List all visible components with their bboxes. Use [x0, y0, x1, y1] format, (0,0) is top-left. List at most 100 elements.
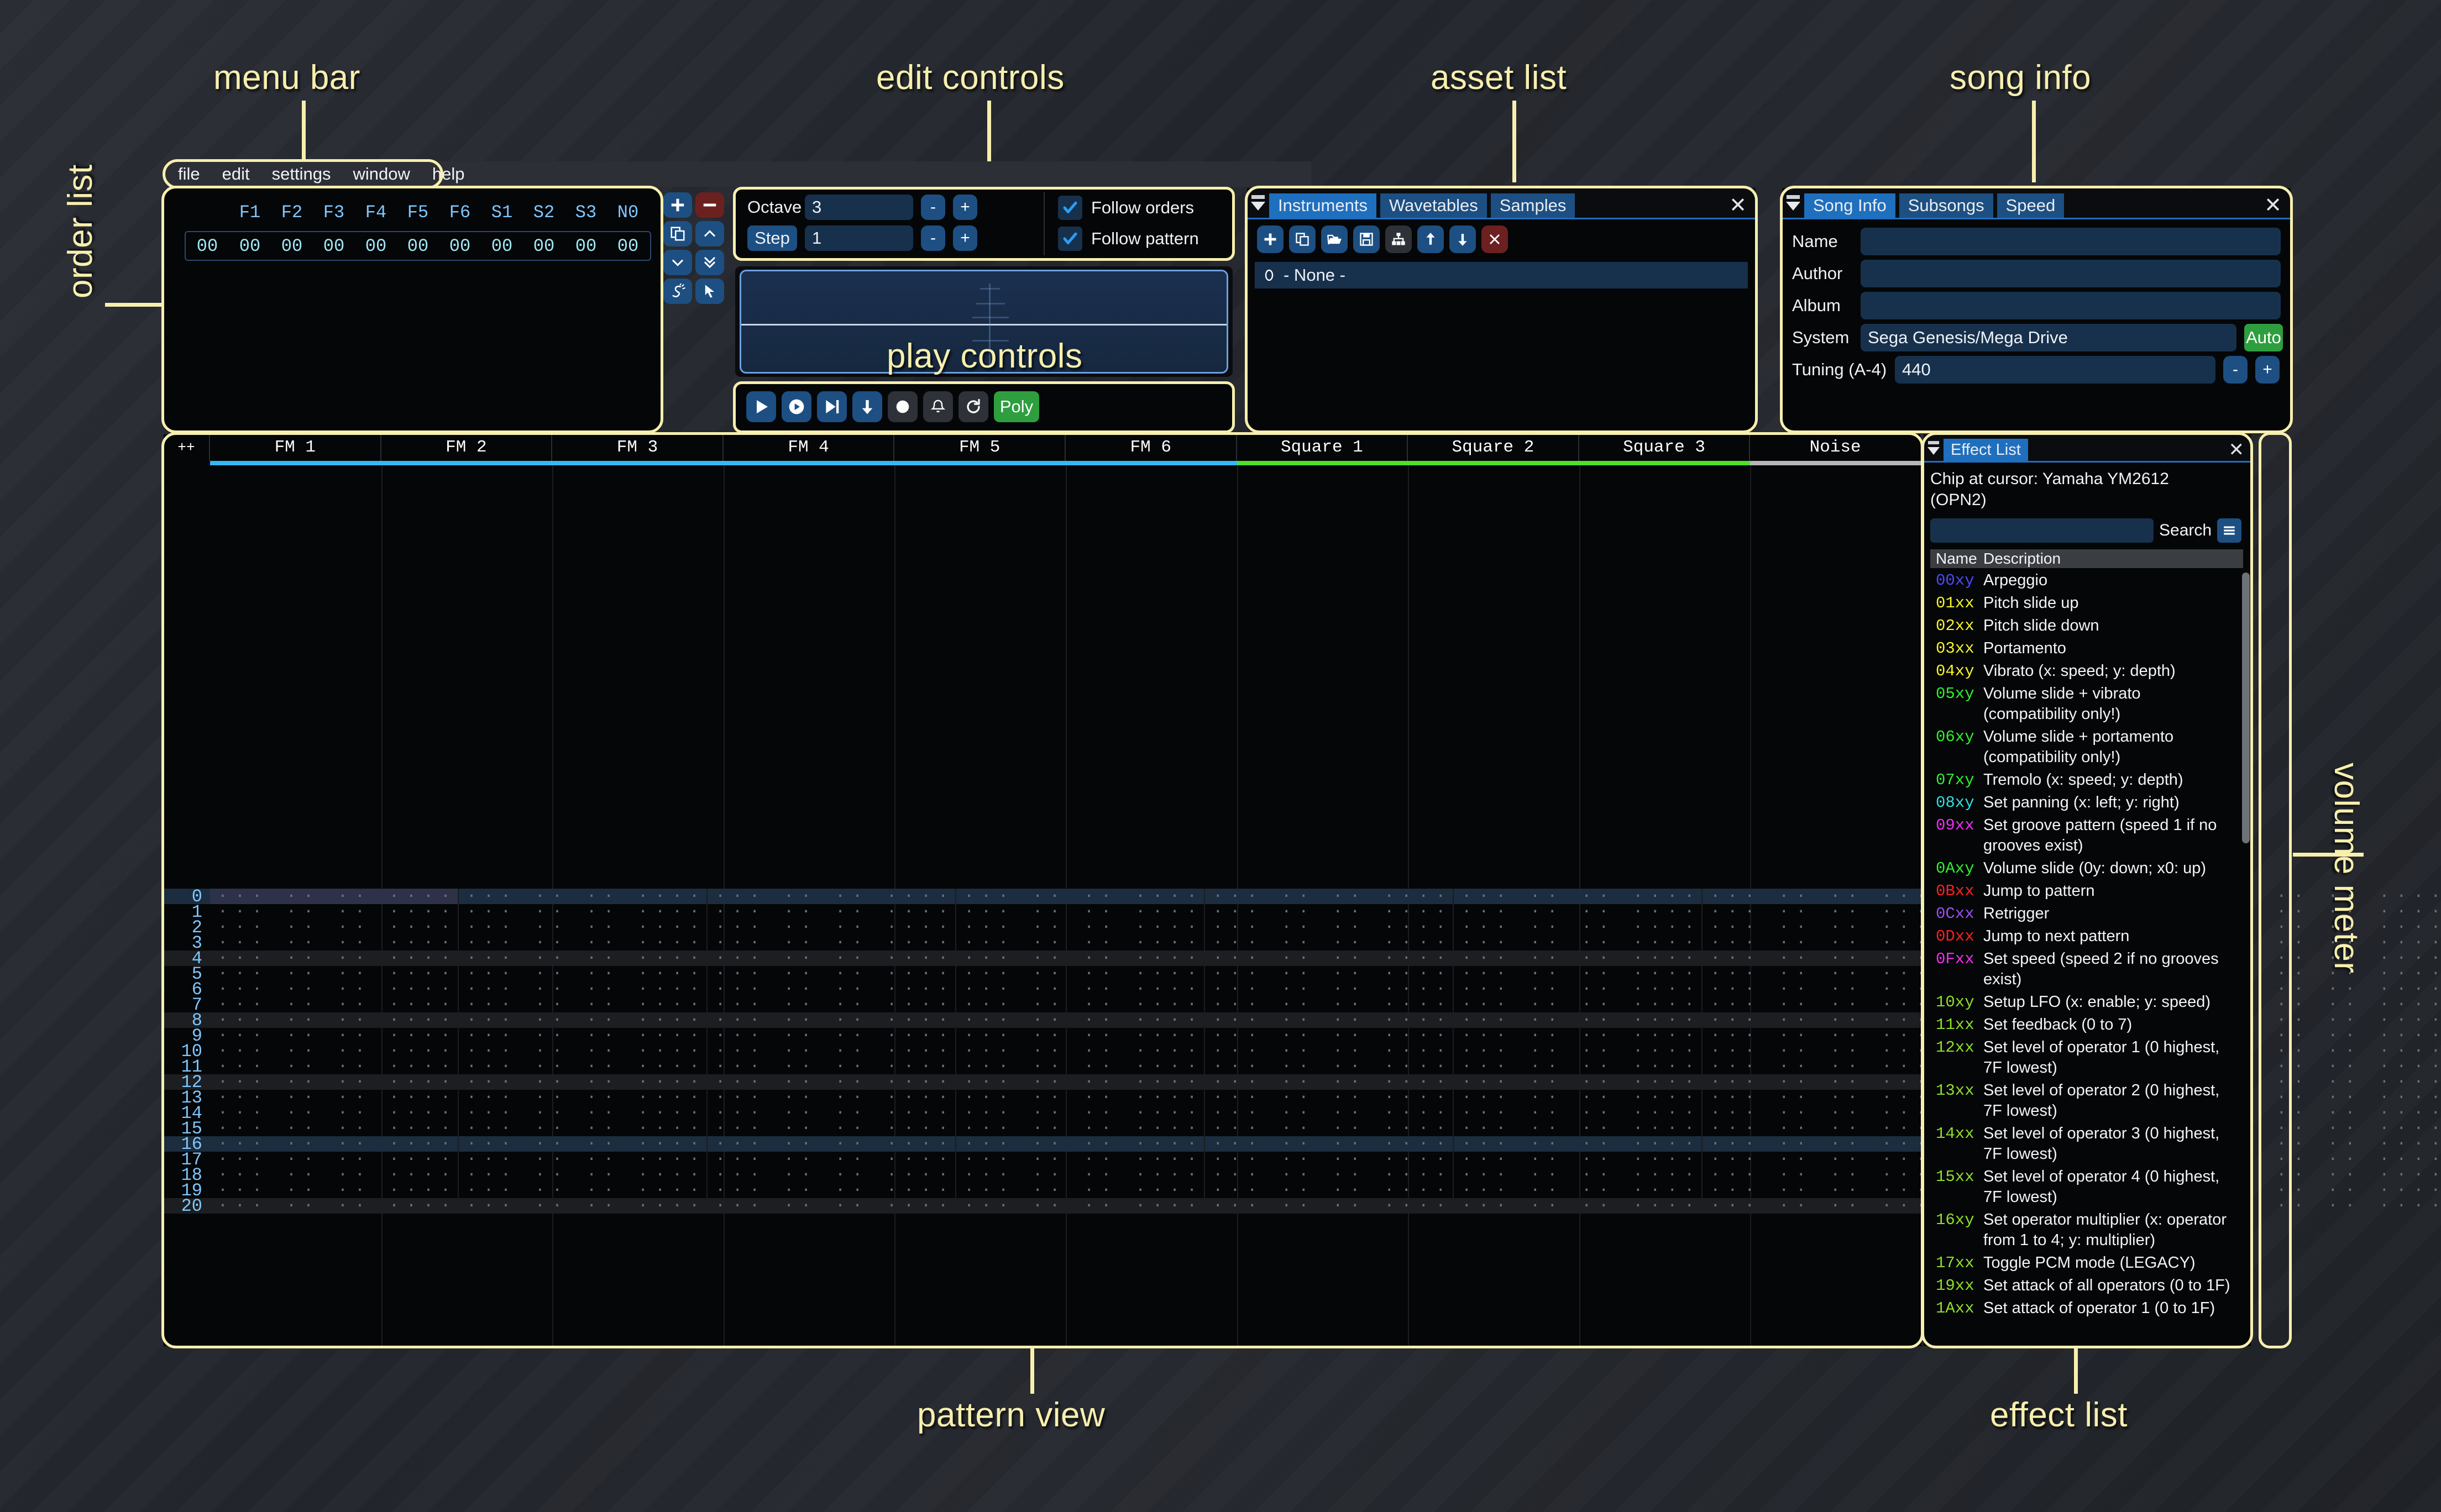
follow-orders-checkbox[interactable]: [1058, 196, 1082, 220]
step-input[interactable]: 1: [805, 225, 913, 251]
effect-row[interactable]: 04xy Vibrato (x: speed; y: depth): [1930, 660, 2243, 683]
tab-subsongs[interactable]: Subsongs: [1899, 193, 1993, 218]
effect-row[interactable]: 07xy Tremolo (x: speed; y: depth): [1930, 769, 2243, 791]
pattern-cell[interactable]: ··· ·· ·· ····: [210, 1135, 459, 1153]
collapse-icon[interactable]: [1247, 188, 1269, 218]
pattern-cell[interactable]: ··· ·· ·· ····: [708, 1181, 957, 1200]
pattern-cell[interactable]: ··· ·· ·· ····: [210, 1181, 459, 1200]
effect-row[interactable]: 02xx Pitch slide down: [1930, 615, 2243, 637]
pattern-cell[interactable]: ··· ·· ·· ····: [1205, 1135, 1454, 1153]
pattern-cell[interactable]: ··· ·· ·· ····: [1703, 1042, 1952, 1060]
pattern-cell[interactable]: ··· ·· ·· ····: [1454, 1057, 1703, 1076]
pattern-channel-header-0[interactable]: FM 1: [210, 434, 381, 461]
pattern-cell[interactable]: ··· ·· ·· ····: [459, 1181, 708, 1200]
pattern-cell[interactable]: ··· ·· ·· ····: [708, 1042, 957, 1060]
pattern-row[interactable]: 5 ··· ·· ·· ···· ··· ·· ·· ···· ··· ·· ·· ·…: [164, 964, 2441, 984]
effect-row[interactable]: 06xy Volume slide + portamento (compatibi…: [1930, 726, 2243, 769]
remove-order-button[interactable]: [695, 192, 724, 218]
pattern-cell[interactable]: ··· ·· ·· ····: [1454, 1104, 1703, 1122]
pattern-cell[interactable]: ··· ·· ·· ····: [956, 964, 1206, 983]
play-from-cursor-button[interactable]: [782, 391, 811, 422]
move-instrument-down-button[interactable]: [1449, 225, 1476, 253]
randomize-order-button[interactable]: [663, 279, 692, 304]
effect-row[interactable]: 12xx Set level of operator 1 (0 highest, …: [1930, 1036, 2243, 1079]
pattern-cell[interactable]: ··· ·· ·· ····: [459, 964, 708, 983]
pattern-cell[interactable]: ··· ·· ·· ····: [1205, 1104, 1454, 1122]
record-button[interactable]: [888, 391, 918, 422]
effect-row[interactable]: 00xy Arpeggio: [1930, 569, 2243, 592]
pattern-cell[interactable]: ··· ·· ·· ····: [956, 1042, 1206, 1060]
pattern-cell[interactable]: ··· ·· ·· ····: [459, 995, 708, 1014]
tab-song-info[interactable]: Song Info: [1804, 193, 1895, 218]
step-label-button[interactable]: Step: [747, 225, 797, 251]
pattern-cell[interactable]: ··· ·· ·· ····: [708, 1073, 957, 1091]
collapse-icon[interactable]: [1782, 188, 1804, 218]
pattern-row[interactable]: 7 ··· ·· ·· ···· ··· ·· ·· ···· ··· ·· ·· ·…: [164, 995, 2441, 1015]
pattern-cell[interactable]: ··· ·· ·· ····: [1454, 1011, 1703, 1030]
tab-speed[interactable]: Speed: [1997, 193, 2065, 218]
pattern-cell[interactable]: ··· ·· ·· ····: [956, 918, 1206, 937]
pattern-cell[interactable]: ··· ·· ·· ····: [1205, 1166, 1454, 1184]
duplicate-order-button[interactable]: [663, 221, 692, 246]
effect-search-input[interactable]: [1930, 518, 2154, 543]
pattern-cell[interactable]: ··· ·· ·· ····: [1454, 1196, 1703, 1215]
pattern-cell[interactable]: ··· ·· ·· ····: [1454, 1166, 1703, 1184]
pattern-cell[interactable]: ··· ·· ·· ····: [1205, 887, 1454, 906]
pattern-cell[interactable]: ··· ·· ·· ····: [956, 1088, 1206, 1107]
pattern-cell[interactable]: ··· ·· ·· ····: [956, 995, 1206, 1014]
pattern-cell[interactable]: ··· ·· ·· ····: [956, 1057, 1206, 1076]
pattern-cell[interactable]: ··· ·· ·· ····: [956, 1196, 1206, 1215]
pattern-channel-header-4[interactable]: FM 5: [894, 434, 1066, 461]
order-cell-7[interactable]: 00: [533, 235, 555, 256]
tuning-field[interactable]: 440: [1895, 356, 2215, 384]
order-cell-2[interactable]: 00: [323, 235, 345, 256]
pattern-row[interactable]: 4 ··· ·· ·· ···· ··· ·· ·· ···· ··· ·· ·· ·…: [164, 948, 2440, 969]
pattern-cell[interactable]: ··· ·· ·· ····: [1205, 1196, 1454, 1215]
pattern-channel-header-8[interactable]: Square 3: [1579, 434, 1751, 461]
pattern-cell[interactable]: ··· ·· ·· ····: [1205, 1042, 1454, 1060]
pattern-cell[interactable]: ··· ·· ·· ····: [1454, 1042, 1703, 1060]
pattern-cell[interactable]: ··· ·· ·· ····: [1205, 1073, 1454, 1091]
pattern-cell[interactable]: ··· ·· ·· ····: [1205, 918, 1454, 937]
pattern-cell[interactable]: ··· ·· ·· ····: [1454, 1026, 1703, 1045]
tab-instruments[interactable]: Instruments: [1269, 193, 1376, 218]
pattern-cell[interactable]: ··· ·· ·· ····: [1703, 964, 1952, 983]
effect-row[interactable]: 05xy Volume slide + vibrato (compatibilit…: [1930, 683, 2243, 726]
effect-row[interactable]: 08xy Set panning (x: left; y: right): [1930, 791, 2243, 814]
pattern-cell[interactable]: ··· ·· ·· ····: [1205, 1011, 1454, 1030]
oscilloscope-view[interactable]: [740, 270, 1228, 374]
effect-row[interactable]: 01xx Pitch slide up: [1930, 592, 2243, 615]
pattern-cell[interactable]: ··· ·· ·· ····: [1454, 1135, 1703, 1153]
pattern-cell[interactable]: ··· ·· ·· ····: [459, 1150, 708, 1169]
effect-row[interactable]: 0Fxx Set speed (speed 2 if no grooves exi…: [1930, 948, 2243, 991]
pattern-cell[interactable]: ··· ·· ·· ····: [459, 1073, 708, 1091]
poly-mode-button[interactable]: Poly: [994, 391, 1039, 422]
pattern-cell[interactable]: ··· ·· ·· ····: [210, 1073, 459, 1091]
repeat-pattern-button[interactable]: [958, 391, 988, 422]
pattern-corner-toggle[interactable]: ++: [164, 434, 210, 461]
pattern-cell[interactable]: ··· ·· ·· ····: [1205, 980, 1454, 999]
move-down-button[interactable]: [663, 250, 692, 275]
effect-row[interactable]: 13xx Set level of operator 2 (0 highest, …: [1930, 1079, 2243, 1122]
cursor-select-button[interactable]: [695, 279, 724, 304]
pattern-cell[interactable]: ··· ·· ·· ····: [708, 1119, 957, 1138]
pattern-cell[interactable]: ··· ·· ·· ····: [1454, 1088, 1703, 1107]
pattern-cell[interactable]: ··· ·· ·· ····: [708, 902, 957, 921]
order-cell-0[interactable]: 00: [239, 235, 261, 256]
pattern-row[interactable]: 12 ··· ·· ·· ···· ··· ·· ·· ···· ··· ·· ·· …: [164, 1072, 2440, 1093]
pattern-cell[interactable]: ··· ·· ·· ····: [1454, 933, 1703, 952]
pattern-row[interactable]: 1 ··· ·· ·· ···· ··· ·· ·· ···· ··· ·· ·· ·…: [164, 902, 2441, 922]
pattern-row[interactable]: 8 ··· ·· ·· ···· ··· ·· ·· ···· ··· ·· ·· ·…: [164, 1010, 2440, 1031]
collapse-icon[interactable]: [1924, 434, 1944, 461]
pattern-cell[interactable]: ··· ·· ·· ····: [210, 1104, 459, 1122]
pattern-cell[interactable]: ··· ·· ·· ····: [708, 1196, 957, 1215]
pattern-cell[interactable]: ··· ·· ·· ····: [210, 1042, 459, 1060]
author-field[interactable]: [1861, 260, 2281, 287]
pattern-cell[interactable]: ··· ·· ·· ····: [1703, 1119, 1952, 1138]
pattern-cell[interactable]: ··· ·· ·· ····: [459, 1057, 708, 1076]
pattern-cell[interactable]: ··· ·· ·· ····: [1703, 1181, 1952, 1200]
pattern-cell[interactable]: ··· ·· ·· ····: [210, 980, 459, 999]
pattern-row[interactable]: 2 ··· ·· ·· ···· ··· ·· ·· ···· ··· ·· ·· ·…: [164, 917, 2441, 938]
pattern-cell[interactable]: ··· ·· ·· ····: [1703, 1026, 1952, 1045]
pattern-cell[interactable]: ··· ·· ·· ····: [459, 1119, 708, 1138]
